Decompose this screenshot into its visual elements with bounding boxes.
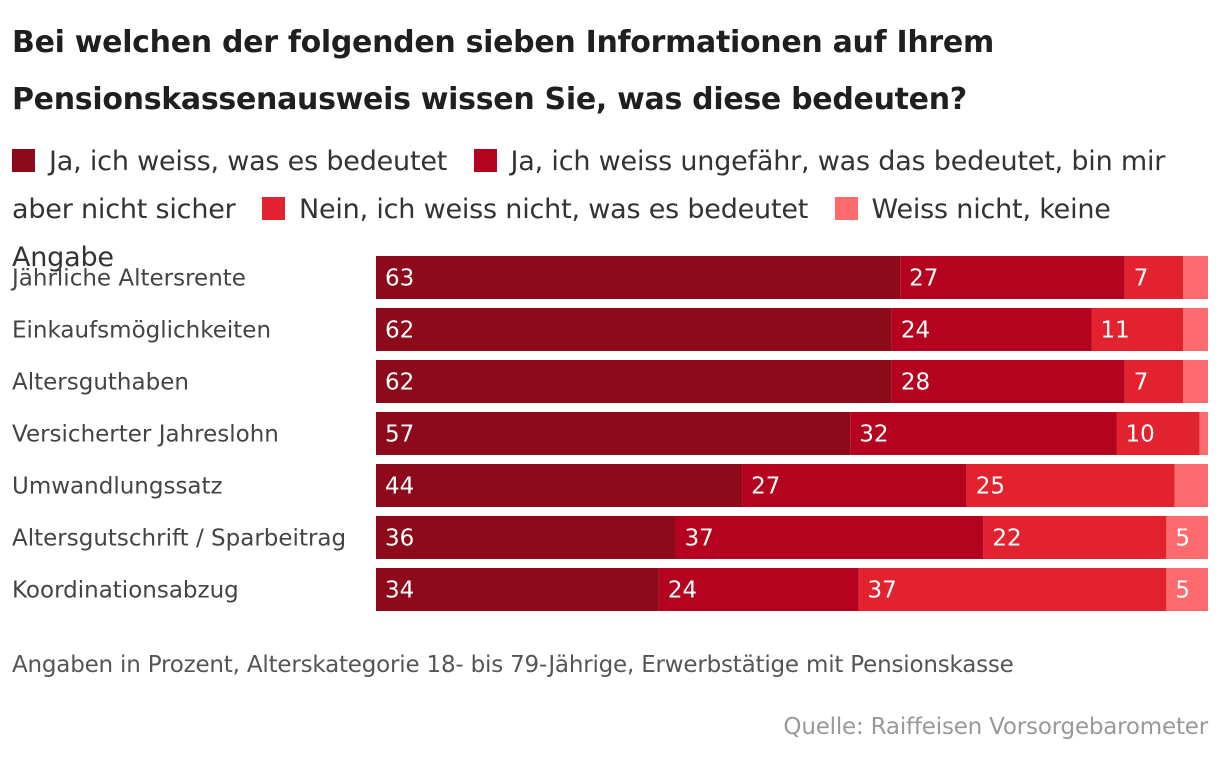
data-label: 57 (385, 422, 414, 448)
bar-segment-versicherter-jahreslohn-s2 (1116, 412, 1200, 455)
legend-item-unknown: Nein, ich weiss nicht, was es bedeutet (261, 194, 826, 225)
data-label: 24 (668, 578, 697, 604)
legend-label-no-answer: Weiss nicht, keine Angabe (12, 194, 1111, 273)
legend-swatch-no-answer (834, 197, 858, 220)
data-label: 37 (868, 578, 897, 604)
data-label: 27 (909, 266, 938, 292)
bar-segment-koordinationsabzug-s2 (858, 568, 1167, 611)
bar-segment-altersguthaben-s0 (376, 360, 892, 403)
data-label: 7 (1134, 370, 1149, 396)
bar-segment-j-hrliche-altersrente-s2 (1124, 256, 1184, 299)
chart-title: Bei welchen der folgenden sieben Informa… (12, 25, 994, 117)
data-label: 36 (385, 526, 414, 552)
data-label: 62 (385, 318, 414, 344)
data-label: 25 (976, 474, 1005, 500)
bar-row: Versicherter Jahreslohn 57 32 10 (12, 412, 1208, 455)
legend-label-unknown: Nein, ich weiss nicht, was es bedeutet (298, 194, 809, 225)
data-label: 22 (992, 526, 1021, 552)
bar-row: Koordinationsabzug 34 24 37 5 (12, 568, 1208, 611)
data-label: 62 (385, 370, 414, 396)
bar-segment-altersguthaben-s3 (1183, 360, 1208, 403)
data-label: 63 (385, 266, 414, 292)
category-label: Altersgutschrift / Sparbeitrag (12, 526, 346, 552)
legend-item-roughly: Ja, ich weiss ungefähr, was das bedeutet… (12, 146, 1165, 225)
bar-segment-altersgutschrift-sparbeitrag-s0 (376, 516, 676, 559)
category-label: Koordinationsabzug (12, 578, 239, 604)
legend-swatch-known (12, 149, 35, 172)
bar-segment-umwandlungssatz-s3 (1174, 464, 1208, 507)
legend-swatch-roughly (473, 149, 497, 172)
data-label: 32 (859, 422, 888, 448)
category-label: Altersguthaben (12, 370, 189, 396)
chart-source: Quelle: Raiffeisen Vorsorgebarometer (783, 714, 1208, 740)
bar-segment-versicherter-jahreslohn-s1 (850, 412, 1117, 455)
category-label: Jährliche Altersrente (10, 266, 246, 292)
bar-row: Jährliche Altersrente 63 27 7 (10, 256, 1208, 299)
bar-segment-j-hrliche-altersrente-s1 (900, 256, 1125, 299)
legend-swatch-unknown (261, 197, 285, 220)
bar-segment-einkaufsm-glichkeiten-s0 (376, 308, 892, 351)
legend: Ja, ich weiss, was es bedeutet Ja, ich w… (12, 138, 1212, 282)
legend-label-roughly: Ja, ich weiss ungefähr, was das bedeutet… (12, 146, 1166, 225)
bar-segment-j-hrliche-altersrente-s0 (376, 256, 901, 299)
data-label: 5 (1175, 578, 1190, 604)
bar-segment-koordinationsabzug-s0 (376, 568, 659, 611)
bar-segment-einkaufsm-glichkeiten-s2 (1091, 308, 1184, 351)
data-label: 27 (751, 474, 780, 500)
bar-row: Einkaufsmöglichkeiten 62 24 11 (12, 308, 1208, 351)
data-label: 24 (901, 318, 930, 344)
category-label: Einkaufsmöglichkeiten (12, 318, 271, 344)
data-label: 10 (1125, 422, 1154, 448)
bar-segment-altersgutschrift-sparbeitrag-s2 (983, 516, 1167, 559)
category-label: Versicherter Jahreslohn (12, 422, 279, 448)
data-label: 44 (385, 474, 414, 500)
bar-segment-einkaufsm-glichkeiten-s3 (1183, 308, 1208, 351)
bar-row: Altersguthaben 62 28 7 (12, 360, 1208, 403)
bar-segment-koordinationsabzug-s1 (658, 568, 859, 611)
bar-row: Umwandlungssatz 44 27 25 (12, 464, 1208, 507)
data-label: 34 (385, 578, 414, 604)
bar-segment-einkaufsm-glichkeiten-s1 (891, 308, 1092, 351)
data-label: 37 (685, 526, 714, 552)
category-label: Umwandlungssatz (12, 474, 223, 500)
bar-segment-koordinationsabzug-s3 (1166, 568, 1208, 611)
bar-segment-altersguthaben-s1 (891, 360, 1125, 403)
legend-label-known: Ja, ich weiss, was es bedeutet (49, 146, 448, 177)
bar-segment-altersgutschrift-sparbeitrag-s3 (1166, 516, 1208, 559)
bar-row: Altersgutschrift / Sparbeitrag 36 37 22 5 (12, 516, 1208, 559)
bar-segment-versicherter-jahreslohn-s0 (376, 412, 851, 455)
chart-note: Angaben in Prozent, Alterskategorie 18- … (12, 652, 1014, 678)
bar-segment-umwandlungssatz-s1 (742, 464, 967, 507)
legend-item-no-answer: Weiss nicht, keine Angabe (12, 194, 1111, 273)
bar-segment-versicherter-jahreslohn-s3 (1199, 412, 1208, 455)
stacked-bar-chart: Jährliche Altersrente 63 27 7 Einkaufsmöglic… (10, 256, 1208, 611)
bar-segment-umwandlungssatz-s2 (966, 464, 1175, 507)
bar-segment-j-hrliche-altersrente-s3 (1183, 256, 1208, 299)
bar-segment-umwandlungssatz-s0 (376, 464, 743, 507)
legend-item-known: Ja, ich weiss, was es bedeutet (12, 146, 465, 177)
data-label: 5 (1175, 526, 1190, 552)
data-label: 7 (1134, 266, 1149, 292)
data-label: 28 (901, 370, 930, 396)
data-label: 11 (1101, 318, 1130, 344)
bar-segment-altersguthaben-s2 (1124, 360, 1184, 403)
bar-segment-altersgutschrift-sparbeitrag-s1 (675, 516, 984, 559)
